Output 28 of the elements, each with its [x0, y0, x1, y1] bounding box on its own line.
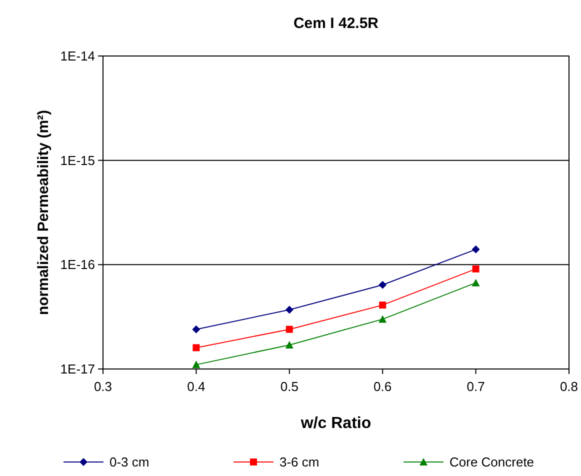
chart-title: Cem I 42.5R — [293, 15, 379, 32]
y-tick-label: 1E-15 — [60, 152, 95, 168]
x-tick-label: 0.7 — [466, 379, 485, 394]
y-tick-label: 1E-16 — [60, 257, 95, 272]
point — [192, 344, 200, 352]
point — [378, 315, 387, 323]
x-tick-label: 0.3 — [94, 379, 112, 394]
point — [379, 302, 386, 309]
point — [285, 306, 294, 314]
point — [192, 360, 200, 368]
point — [378, 280, 387, 289]
y-axis-title: normalized Permeability (m²) — [35, 110, 52, 316]
legend-label: Core Concrete — [450, 454, 534, 470]
x-tick-label: 0.5 — [280, 379, 298, 394]
legend-label: 0-3 cm — [110, 454, 150, 470]
point — [472, 278, 480, 286]
point — [472, 265, 480, 272]
x-tick-label: 0.8 — [560, 379, 578, 394]
point — [286, 326, 293, 333]
x-axis-title: w/c Ratio — [300, 415, 372, 432]
point — [192, 325, 200, 334]
point — [285, 340, 294, 348]
legend-label: 3-6 cm — [280, 454, 320, 470]
point — [472, 245, 480, 254]
y-tick-label: 1E-17 — [60, 362, 95, 377]
x-tick-label: 0.4 — [187, 379, 206, 394]
y-tick-label: 1E-14 — [60, 48, 95, 64]
x-tick-label: 0.6 — [374, 379, 392, 394]
